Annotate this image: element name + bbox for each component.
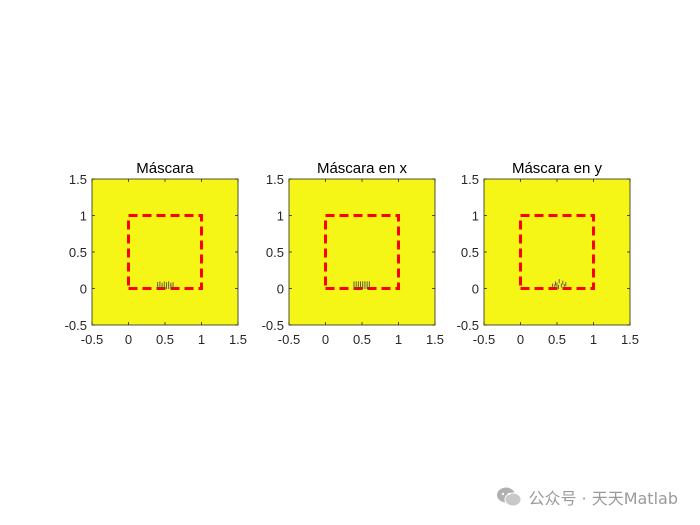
x-tick-label: 1.5	[621, 332, 639, 347]
axes-face	[92, 179, 238, 325]
y-tick-label: 1	[80, 209, 87, 224]
x-tick-label: 0	[322, 332, 329, 347]
y-tick-label: -0.5	[457, 318, 479, 333]
y-tick-label: 0.5	[461, 245, 479, 260]
y-tick-label: 0.5	[69, 245, 87, 260]
subplot-2: -0.5 0 0.5 1 1.5 -0.5 0 0.5 1 1.5 Máscara en x	[262, 160, 444, 347]
watermark-text: 公众号 · 天天Matlab	[528, 489, 678, 508]
y-tick-label: -0.5	[262, 318, 284, 333]
y-tick-label: 1	[472, 209, 479, 224]
x-tick-label: 1.5	[229, 332, 247, 347]
y-tick-label: 0	[472, 282, 479, 297]
y-tick-label: 0.5	[266, 245, 284, 260]
y-tick-label: -0.5	[65, 318, 87, 333]
x-tick-label: 1	[590, 332, 597, 347]
x-tick-label: 1	[395, 332, 402, 347]
x-tick-label: 0	[125, 332, 132, 347]
chart-title: Máscara en y	[512, 160, 603, 177]
y-tick-label: 0	[80, 282, 87, 297]
mask-outline	[324, 214, 400, 290]
chart-title: Máscara en x	[317, 160, 408, 177]
x-tick-label: 0	[517, 332, 524, 347]
x-tick-label: 0.5	[156, 332, 174, 347]
y-tick-label: 1.5	[266, 172, 284, 187]
x-tick-label: 0.5	[548, 332, 566, 347]
x-tick-label: 1.5	[426, 332, 444, 347]
wechat-icon	[497, 487, 522, 507]
mask-outline	[519, 214, 595, 290]
y-tick-label: 1.5	[461, 172, 479, 187]
x-tick-label: 1	[198, 332, 205, 347]
y-tick-label: 1.5	[69, 172, 87, 187]
watermark: 公众号 · 天天Matlab	[496, 485, 678, 509]
subplot-3: -0.5 0 0.5 1 1.5 -0.5 0 0.5 1 1.5 Máscara en y	[457, 160, 639, 347]
x-tick-label: -0.5	[473, 332, 495, 347]
mask-outline	[127, 214, 203, 290]
x-tick-label: -0.5	[81, 332, 103, 347]
y-tick-label: 1	[277, 209, 284, 224]
subplot-1: -0.5 0 0.5 1 1.5 -0.5 0 0.5 1 1.5 Máscara	[65, 160, 247, 347]
chart-title: Máscara	[136, 160, 194, 177]
x-tick-label: -0.5	[278, 332, 300, 347]
y-tick-label: 0	[277, 282, 284, 297]
axes-face	[484, 179, 630, 325]
x-tick-label: 0.5	[353, 332, 371, 347]
axes-face	[289, 179, 435, 325]
